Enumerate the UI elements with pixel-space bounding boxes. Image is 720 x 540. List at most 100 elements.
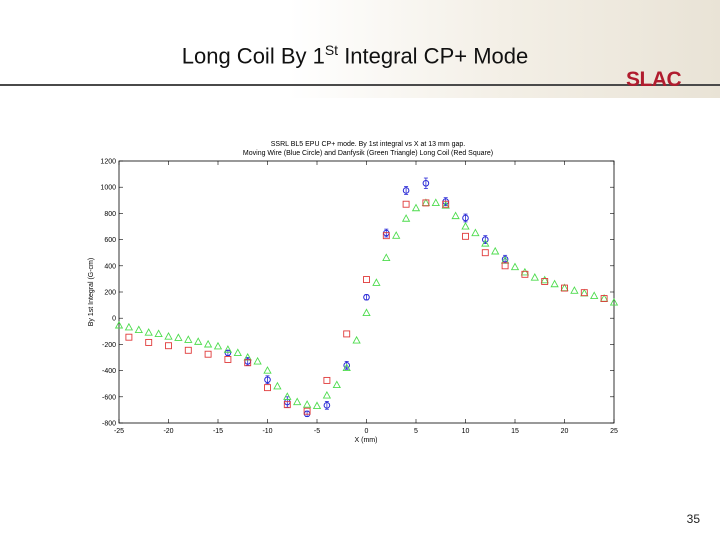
danfysik-point [451, 211, 460, 220]
moving-wire-point [482, 236, 489, 243]
series-layer [114, 177, 619, 418]
square-series [125, 199, 608, 415]
danfysik-point [263, 366, 272, 374]
y-tick-label: 1200 [100, 159, 116, 166]
danfysik-point [312, 401, 322, 410]
danfysik-point [273, 381, 282, 390]
y-axis: -800 -600 -400 -200 0 200 400 600 800 1000 1200 [100, 159, 614, 428]
x-tick-label: 15 [511, 428, 519, 435]
danfysik-point [322, 390, 332, 399]
long-coil-point [363, 276, 370, 284]
danfysik-point [481, 238, 490, 247]
moving-wire-point [343, 362, 351, 369]
danfysik-point [491, 246, 500, 255]
danfysik-point [283, 392, 292, 400]
danfysik-point [114, 320, 124, 329]
moving-wire-point [264, 376, 271, 384]
danfysik-point [154, 329, 163, 337]
danfysik-point [540, 275, 549, 284]
moving-wire-point [402, 187, 410, 194]
triangle-series [114, 198, 619, 410]
chart-subtitle: Moving Wire (Blue Circle) and Danfysik (… [243, 150, 493, 157]
x-tick-label: -10 [262, 428, 272, 435]
circle-series [224, 177, 509, 418]
danfysik-point [530, 273, 539, 281]
danfysik-point [382, 253, 391, 261]
moving-wire-point [422, 179, 430, 187]
danfysik-point [164, 332, 173, 340]
danfysik-point [184, 335, 193, 343]
danfysik-point [203, 339, 213, 348]
long-coil-point [224, 356, 232, 363]
danfysik-point [520, 267, 530, 276]
danfysik-point [223, 345, 233, 353]
long-coil-point [264, 384, 271, 392]
long-coil-point [462, 232, 469, 240]
danfysik-point [510, 262, 520, 271]
long-coil-point [541, 278, 549, 285]
danfysik-point [134, 325, 143, 334]
x-axis-label: X (mm) [355, 437, 378, 444]
long-coil-point [165, 342, 172, 350]
y-tick-label: -200 [102, 342, 116, 349]
slide-title-superscript: St [324, 42, 339, 58]
x-tick-label: -5 [314, 428, 320, 435]
moving-wire-point [224, 349, 232, 357]
x-tick-label: 20 [561, 428, 569, 435]
danfysik-point [461, 221, 470, 230]
long-coil-point [283, 401, 291, 409]
y-tick-label: -800 [102, 421, 116, 428]
slide-title: Long Coil By 1St Integral CP+ Mode [0, 42, 710, 69]
slide-title-suffix: Integral CP+ Mode [338, 43, 529, 69]
y-axis-label: By 1st Integral (G-cm) [88, 258, 95, 326]
long-coil-point [303, 407, 311, 415]
danfysik-point [213, 341, 223, 350]
danfysik-point [342, 363, 351, 372]
danfysik-point [144, 328, 153, 336]
chart-title: SSRL BL5 EPU CP+ mode. By 1st integral v… [271, 141, 466, 148]
danfysik-point [590, 291, 599, 299]
y-tick-label: 400 [104, 263, 116, 270]
x-tick-label: -25 [114, 428, 124, 435]
danfysik-point [570, 286, 579, 294]
long-coil-point [184, 346, 192, 354]
danfysik-point [431, 198, 440, 206]
danfysik-point [253, 356, 262, 365]
y-tick-label: 200 [104, 290, 116, 297]
y-tick-label: 800 [104, 211, 116, 218]
danfysik-point [194, 337, 203, 345]
danfysik-point [233, 348, 242, 356]
danfysik-point [550, 279, 559, 288]
long-coil-point [125, 333, 133, 341]
danfysik-point [332, 380, 341, 389]
danfysik-point [362, 308, 371, 317]
long-coil-point [422, 199, 430, 207]
slac-logo: SLAC [626, 68, 682, 91]
y-tick-label: -600 [102, 394, 116, 401]
long-coil-point [145, 338, 153, 346]
x-tick-label: -15 [213, 428, 223, 435]
long-coil-point [244, 359, 252, 367]
danfysik-point [372, 278, 381, 286]
plot-frame [118, 160, 615, 424]
x-tick-label: 0 [365, 428, 369, 435]
long-coil-point [580, 289, 588, 297]
danfysik-point [124, 322, 134, 331]
long-coil-point [402, 200, 410, 208]
moving-wire-point [363, 293, 370, 301]
long-coil-point [204, 350, 212, 358]
moving-wire-point [462, 214, 469, 222]
danfysik-point [441, 201, 450, 209]
long-coil-point [561, 284, 568, 292]
long-coil-point [481, 249, 489, 257]
y-tick-label: 600 [104, 237, 116, 244]
long-coil-point [323, 376, 331, 384]
x-tick-label: -20 [163, 428, 173, 435]
danfysik-point [174, 333, 183, 341]
danfysik-point [352, 335, 361, 344]
x-tick-label: 25 [610, 428, 618, 435]
danfysik-point [471, 228, 480, 237]
y-tick-label: 0 [112, 316, 116, 323]
x-axis: -25 -20 -15 -10 -5 0 5 10 15 20 25 [114, 161, 618, 435]
